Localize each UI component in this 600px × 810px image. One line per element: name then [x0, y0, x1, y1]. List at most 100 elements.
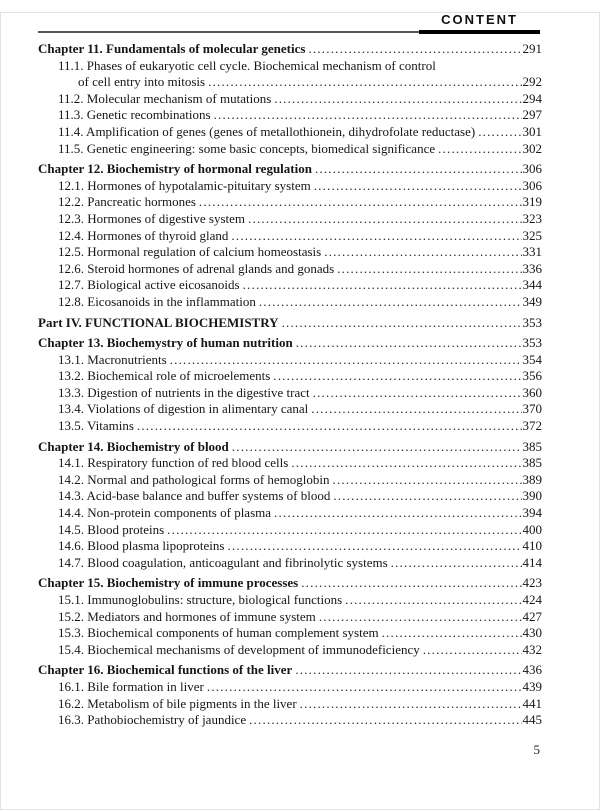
toc-entry-page: 306 — [522, 177, 543, 193]
toc-entry-title: 14.6. Blood plasma lipoproteins — [58, 538, 225, 554]
toc-entry-title: 14.7. Blood coagulation, anticoagulant a… — [58, 554, 388, 570]
toc-entry: 13.1. Macronutrients 354 — [38, 352, 542, 369]
toc-entry: 12.3. Hormones of digestive system 323 — [38, 211, 542, 228]
toc-entry-page: 302 — [522, 140, 543, 156]
dot-leader — [308, 41, 521, 58]
toc-entry-page: 423 — [522, 575, 543, 591]
toc-entry-page: 325 — [522, 227, 543, 243]
dot-leader — [214, 107, 522, 124]
page-footer: 5 — [0, 741, 541, 758]
toc-entry-title: 14.4. Non-protein components of plasma — [58, 505, 272, 521]
dot-leader — [391, 555, 522, 572]
toc-entry-title: Chapter 11. Fundamentals of molecular ge… — [38, 41, 306, 56]
toc-entry-title: 16.3. Pathobiochemistry of jaundice — [58, 712, 247, 728]
dot-leader — [301, 575, 521, 592]
toc-entry: 13.4. Violations of digestion in aliment… — [38, 401, 542, 418]
toc-entry-page: 356 — [522, 368, 543, 384]
toc-entry-title: 15.2. Mediators and hormones of immune s… — [58, 608, 316, 624]
toc-entry: 11.5. Genetic engineering: some basic co… — [38, 141, 542, 158]
toc-entry: Chapter 15. Biochemistry of immune proce… — [38, 575, 542, 592]
toc-entry: 16.3. Pathobiochemistry of jaundice 445 — [38, 712, 542, 729]
toc-entry: 12.6. Steroid hormones of adrenal glands… — [38, 261, 542, 278]
toc-entry: 13.3. Digestion of nutrients in the dige… — [38, 385, 542, 402]
toc-entry-title: Chapter 14. Biochemistry of blood — [38, 438, 229, 454]
toc-entry-title: 11.1. Phases of eukaryotic cell cycle. B… — [58, 57, 436, 73]
dot-leader — [291, 455, 521, 472]
toc-entry-page: 360 — [522, 384, 543, 400]
toc-entry-title: 13.2. Biochemical role of microelements — [58, 368, 271, 384]
toc-entry-title: Chapter 13. Biochemystry of human nutrit… — [38, 335, 293, 351]
toc-entry: 13.5. Vitamins 372 — [38, 418, 542, 435]
toc-entry-page: 336 — [522, 260, 543, 276]
page-header: CONTENT — [38, 12, 540, 34]
page-number: 5 — [533, 741, 541, 757]
toc-entry: 14.2. Normal and pathological forms of h… — [38, 472, 542, 489]
dot-leader — [199, 194, 522, 211]
toc-entry-title: Chapter 15. Biochemistry of immune proce… — [38, 575, 299, 591]
dot-leader — [273, 368, 521, 385]
dot-leader — [345, 592, 521, 609]
dot-leader — [295, 662, 521, 679]
dot-leader — [282, 315, 522, 332]
toc-entry-page: 291 — [522, 41, 543, 56]
toc-entry-title: 13.4. Violations of digestion in aliment… — [58, 401, 309, 417]
toc-entry-page: 294 — [522, 90, 543, 106]
dot-leader — [438, 141, 521, 158]
toc-entry: Chapter 16. Biochemical functions of the… — [38, 662, 542, 679]
toc-entry-title: 14.5. Blood proteins — [58, 521, 165, 537]
toc-entry-title: Part IV. FUNCTIONAL BIOCHEMISTRY — [38, 314, 279, 330]
toc-entry-page: 323 — [522, 210, 543, 226]
toc-entry-title: 12.2. Pancreatic hormones — [58, 194, 196, 210]
toc-entry: 15.3. Biochemical components of human co… — [38, 625, 542, 642]
toc-entry: 11.1. Phases of eukaryotic cell cycle. B… — [38, 58, 542, 75]
toc-entry-title: 15.4. Biochemical mechanisms of developm… — [58, 641, 420, 657]
toc-entry: Chapter 13. Biochemystry of human nutrit… — [38, 335, 542, 352]
toc-entry: Chapter 14. Biochemistry of blood 385 — [38, 439, 542, 456]
toc-entry: 12.8. Eicosanoids in the inflammation 349 — [38, 294, 542, 311]
dot-leader — [259, 294, 522, 311]
dot-leader — [296, 335, 522, 352]
toc-entry: 12.2. Pancreatic hormones 319 — [38, 194, 542, 211]
toc-entry-title: 12.8. Eicosanoids in the inflammation — [58, 293, 256, 309]
toc-entry-page: 430 — [522, 625, 543, 641]
dot-leader — [319, 609, 522, 626]
toc-entry-page: 292 — [522, 74, 543, 90]
dot-leader — [248, 211, 521, 228]
header-rule — [38, 31, 420, 33]
dot-leader — [333, 488, 521, 505]
dot-leader — [167, 522, 521, 539]
toc-entry: Chapter 11. Fundamentals of molecular ge… — [38, 41, 542, 58]
toc-entry-page: 445 — [522, 712, 543, 728]
table-of-contents: Chapter 11. Fundamentals of molecular ge… — [38, 41, 542, 729]
dot-leader — [170, 352, 522, 369]
toc-entry: 14.3. Acid-base balance and buffer syste… — [38, 488, 542, 505]
toc-entry: 12.5. Hormonal regulation of calcium hom… — [38, 244, 542, 261]
toc-entry-title: 12.5. Hormonal regulation of calcium hom… — [58, 244, 322, 260]
dot-leader — [315, 161, 522, 178]
toc-entry-page: 319 — [522, 194, 543, 210]
toc-entry-title: 14.2. Normal and pathological forms of h… — [58, 471, 330, 487]
toc-entry-page: 349 — [522, 293, 543, 309]
dot-leader — [423, 642, 522, 659]
toc-entry-page: 372 — [522, 418, 543, 434]
toc-entry-page: 385 — [522, 438, 543, 454]
toc-entry: 14.6. Blood plasma lipoproteins 410 — [38, 538, 542, 555]
dot-leader — [337, 261, 521, 278]
toc-entry-page: 354 — [522, 351, 543, 367]
toc-entry-title: 12.7. Biological active eicosanoids — [58, 277, 240, 293]
toc-entry-title: 13.3. Digestion of nutrients in the dige… — [58, 384, 310, 400]
toc-entry: 13.2. Biochemical role of microelements 3… — [38, 368, 542, 385]
toc-entry: Part IV. FUNCTIONAL BIOCHEMISTRY 353 — [38, 315, 542, 332]
toc-entry-title: 15.1. Immunoglobulins: structure, biolog… — [58, 592, 343, 607]
toc-entry-title: of cell entry into mitosis — [78, 74, 206, 90]
dot-leader — [314, 178, 522, 195]
toc-entry: of cell entry into mitosis 292 — [38, 74, 542, 91]
toc-entry: 14.7. Blood coagulation, anticoagulant a… — [38, 555, 542, 572]
toc-entry-title: 11.3. Genetic recombinations — [58, 107, 211, 123]
toc-entry: 14.5. Blood proteins 400 — [38, 522, 542, 539]
toc-entry-title: 12.6. Steroid hormones of adrenal glands… — [58, 260, 335, 276]
dot-leader — [227, 538, 521, 555]
toc-entry: Chapter 12. Biochemistry of hormonal reg… — [38, 161, 542, 178]
toc-entry-page: 390 — [522, 488, 543, 504]
toc-entry-title: 13.1. Macronutrients — [58, 351, 167, 367]
